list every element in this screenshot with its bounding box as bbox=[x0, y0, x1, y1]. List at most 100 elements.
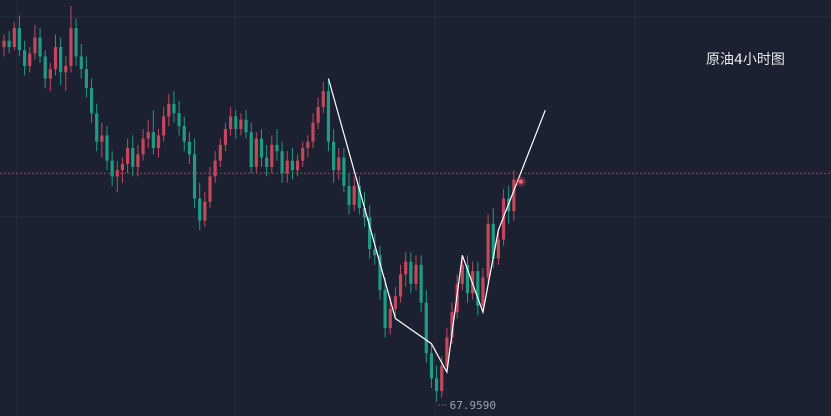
candle-body bbox=[244, 119, 248, 133]
candle-body bbox=[424, 302, 428, 354]
candle-body bbox=[440, 365, 444, 392]
candle-body bbox=[337, 157, 341, 171]
candle-body bbox=[146, 132, 150, 139]
candle-body bbox=[285, 160, 289, 174]
candle-body bbox=[280, 151, 284, 174]
candle-body bbox=[43, 56, 47, 79]
candle-body bbox=[316, 107, 320, 123]
candle-body bbox=[383, 290, 387, 328]
candles-group bbox=[2, 6, 516, 402]
chart-title: 原油4小时图 bbox=[706, 52, 785, 68]
candle-body bbox=[388, 309, 392, 328]
candle-body bbox=[259, 138, 264, 158]
candle-body bbox=[352, 185, 356, 205]
candle-body bbox=[476, 271, 480, 306]
candle-body bbox=[95, 113, 99, 142]
candle-body bbox=[429, 353, 434, 379]
candle-body bbox=[23, 50, 27, 66]
current-price-marker bbox=[518, 179, 524, 184]
candle-body bbox=[105, 135, 109, 161]
candle-body bbox=[79, 56, 83, 70]
candle-body bbox=[362, 208, 367, 218]
candle-body bbox=[28, 53, 32, 66]
candle-body bbox=[368, 217, 372, 250]
candle-body bbox=[373, 249, 377, 256]
candle-body bbox=[404, 261, 408, 275]
candle-body bbox=[465, 264, 470, 294]
candle-body bbox=[326, 91, 331, 142]
candle-body bbox=[100, 135, 104, 142]
candle-body bbox=[115, 170, 119, 177]
candle-body bbox=[84, 69, 88, 89]
candle-body bbox=[213, 160, 217, 177]
candle-body bbox=[342, 157, 346, 186]
candle-body bbox=[218, 144, 222, 161]
candle-body bbox=[33, 37, 37, 54]
candle-body bbox=[435, 378, 439, 392]
candle-body bbox=[239, 119, 243, 130]
candle-body bbox=[131, 148, 135, 167]
candle-body bbox=[460, 264, 464, 284]
candle-body bbox=[491, 223, 495, 259]
candle-body bbox=[12, 28, 16, 48]
candle-body bbox=[234, 116, 238, 130]
candle-body bbox=[311, 122, 315, 142]
candle-body bbox=[301, 148, 305, 161]
candle-body bbox=[120, 163, 125, 171]
candle-body bbox=[501, 198, 506, 240]
candle-body bbox=[496, 239, 500, 259]
candle-body bbox=[275, 144, 279, 152]
candle-body bbox=[445, 337, 449, 366]
candle-body bbox=[357, 185, 361, 208]
candle-body bbox=[378, 255, 382, 291]
candle-body bbox=[265, 157, 269, 167]
candle-body bbox=[38, 37, 42, 57]
candle-body bbox=[182, 125, 186, 142]
candle-body bbox=[64, 65, 68, 73]
candle-body bbox=[347, 185, 351, 205]
candle-body bbox=[486, 223, 490, 278]
candle-body bbox=[198, 198, 202, 221]
candle-body bbox=[126, 148, 130, 164]
candle-body bbox=[306, 141, 310, 149]
candle-body bbox=[481, 277, 485, 306]
candle-body bbox=[172, 103, 176, 114]
candle-body bbox=[290, 160, 294, 171]
candle-body bbox=[74, 28, 78, 57]
candle-body bbox=[2, 40, 6, 48]
candle-body bbox=[167, 103, 171, 117]
candle-body bbox=[187, 141, 191, 155]
candle-body bbox=[177, 113, 181, 126]
candle-body bbox=[110, 160, 114, 177]
candle-body bbox=[7, 40, 11, 48]
candle-body bbox=[141, 138, 145, 155]
candle-body bbox=[192, 154, 197, 199]
candle-body bbox=[17, 28, 22, 51]
candle-body bbox=[48, 69, 52, 79]
candle-body bbox=[136, 154, 140, 167]
candle-body bbox=[151, 132, 155, 149]
candle-body bbox=[203, 201, 207, 221]
candle-body bbox=[229, 116, 233, 130]
candle-body bbox=[53, 47, 58, 70]
candle-body bbox=[398, 274, 403, 297]
candle-body bbox=[295, 160, 300, 171]
candle-body bbox=[254, 138, 258, 167]
candle-body bbox=[156, 135, 161, 149]
candle-body bbox=[223, 129, 228, 145]
candle-body bbox=[270, 144, 274, 167]
candle-body bbox=[69, 28, 73, 66]
candle-body bbox=[414, 264, 418, 284]
candle-body bbox=[89, 88, 94, 114]
candle-body bbox=[162, 116, 166, 136]
candle-body bbox=[393, 296, 397, 309]
candle-body bbox=[249, 132, 253, 167]
trendline-drawing bbox=[327, 78, 546, 375]
low-price-label: 67.9590 bbox=[450, 399, 496, 412]
candle-body bbox=[321, 91, 325, 107]
candle-body bbox=[512, 179, 516, 212]
candle-body bbox=[450, 312, 454, 338]
candle-body bbox=[419, 264, 423, 303]
